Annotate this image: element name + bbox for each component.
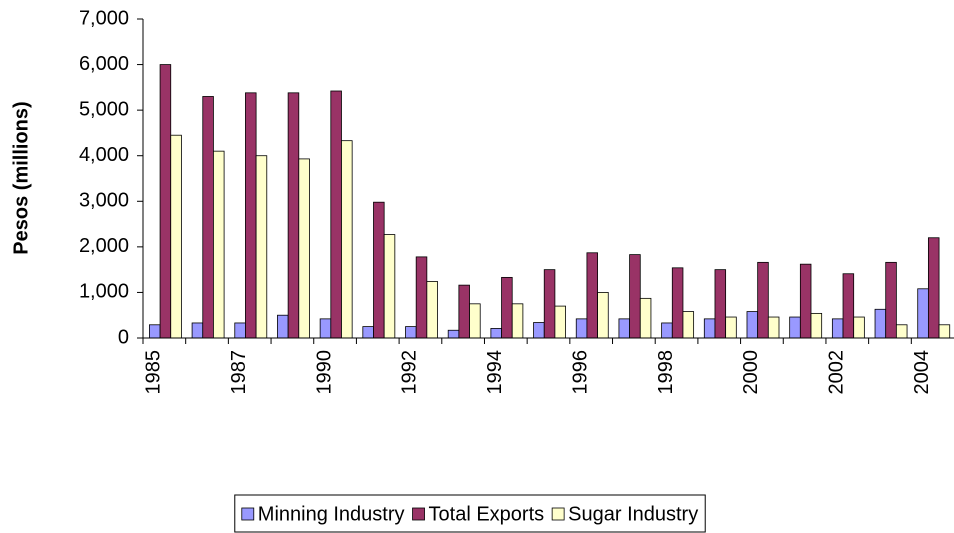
bar xyxy=(149,324,161,339)
bar xyxy=(639,297,652,339)
y-tick-label: 2,000 xyxy=(79,235,129,257)
bar xyxy=(533,322,545,339)
x-tick-label: 1987 xyxy=(228,350,250,395)
bar xyxy=(938,324,951,339)
bar xyxy=(927,237,940,339)
bar xyxy=(597,292,609,339)
bar xyxy=(714,269,727,339)
x-tick-label: 2004 xyxy=(911,350,933,395)
legend-swatch xyxy=(412,507,425,521)
bar xyxy=(415,256,428,339)
legend-label: Sugar Industry xyxy=(568,503,698,525)
bar xyxy=(341,140,353,339)
bar xyxy=(703,318,716,339)
x-tick-label: 1994 xyxy=(484,350,506,395)
y-tick-label: 0 xyxy=(118,326,129,348)
bar xyxy=(629,254,641,339)
bar xyxy=(319,318,332,339)
bar xyxy=(330,90,342,339)
bar xyxy=(799,263,812,339)
bar xyxy=(383,234,396,339)
x-tick-label: 1992 xyxy=(399,350,421,395)
bar xyxy=(554,305,566,339)
x-tick-label: 2002 xyxy=(826,350,848,395)
bar xyxy=(661,322,673,339)
bar xyxy=(895,324,908,339)
y-axis-title: Pesos (millions) xyxy=(10,101,32,254)
bar xyxy=(810,312,823,339)
x-tick-label: 1998 xyxy=(655,350,677,395)
bar xyxy=(757,261,769,339)
bar xyxy=(469,303,481,339)
x-tick-label: 1990 xyxy=(313,350,335,395)
y-tick-label: 4,000 xyxy=(79,144,129,166)
bar xyxy=(917,288,929,339)
bar xyxy=(746,311,759,339)
bar xyxy=(405,326,417,339)
bar xyxy=(725,316,737,339)
bar xyxy=(287,92,300,339)
bar xyxy=(202,96,214,339)
x-tick-label: 2000 xyxy=(740,350,762,395)
bar xyxy=(586,252,598,339)
bar xyxy=(298,158,310,339)
bar xyxy=(362,326,374,339)
x-tick-label: 1985 xyxy=(143,350,165,395)
legend-label: Total Exports xyxy=(429,503,545,525)
legend-swatch xyxy=(241,507,255,521)
y-tick-label: 7,000 xyxy=(79,7,129,29)
bar xyxy=(671,267,684,339)
bar xyxy=(842,273,855,339)
bar xyxy=(501,276,513,339)
y-tick-label: 5,000 xyxy=(79,98,129,120)
bar xyxy=(831,318,844,339)
bar xyxy=(373,201,385,339)
y-tick-label: 1,000 xyxy=(79,281,129,303)
bar xyxy=(575,318,588,339)
bar xyxy=(245,92,257,339)
bar xyxy=(885,261,897,339)
bar xyxy=(458,284,470,339)
bar xyxy=(170,134,182,339)
bar xyxy=(767,316,780,339)
bar xyxy=(447,329,460,339)
bar xyxy=(789,316,801,339)
y-tick-label: 6,000 xyxy=(79,53,129,75)
legend-label: Minning Industry xyxy=(258,503,405,525)
bar xyxy=(511,303,524,339)
bar xyxy=(874,308,887,339)
bar xyxy=(543,269,556,339)
bar xyxy=(853,316,865,339)
legend-swatch xyxy=(551,507,565,521)
bar xyxy=(426,281,438,339)
legend-box xyxy=(234,494,706,533)
bar xyxy=(234,322,246,339)
x-tick-label: 1996 xyxy=(569,350,591,395)
bar xyxy=(213,150,225,339)
legend: Minning Industry Total Exports Sugar Indus… xyxy=(234,494,706,533)
bar xyxy=(191,322,204,339)
bar xyxy=(255,155,268,339)
bar xyxy=(490,328,502,339)
bar xyxy=(159,64,172,339)
bar xyxy=(682,311,695,339)
y-tick-label: 3,000 xyxy=(79,190,129,212)
bar xyxy=(618,318,631,339)
bar xyxy=(277,314,289,339)
